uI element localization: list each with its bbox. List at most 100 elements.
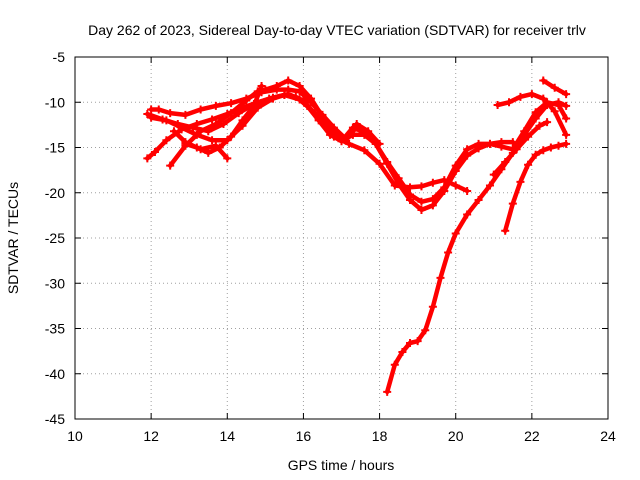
data-point-marker — [451, 229, 460, 238]
x-tick-label: 12 — [143, 428, 159, 444]
series-track-11 — [493, 90, 571, 139]
data-point-marker — [162, 116, 171, 125]
data-point-marker — [451, 161, 460, 170]
tick-marks — [74, 56, 609, 420]
data-point-marker — [242, 96, 251, 105]
data-point-marker — [516, 92, 525, 101]
x-tick-label: 14 — [219, 428, 235, 444]
data-point-marker — [531, 114, 540, 123]
data-point-marker — [474, 139, 483, 148]
data-point-marker — [375, 139, 384, 148]
data-point-marker — [284, 76, 293, 85]
data-point-marker — [169, 127, 178, 136]
data-point-marker — [497, 142, 506, 151]
data-point-marker — [539, 76, 548, 85]
data-point-marker — [227, 132, 236, 141]
data-point-marker — [554, 141, 563, 150]
data-point-marker — [440, 183, 449, 192]
data-point-marker — [360, 146, 369, 155]
x-tick-label: 24 — [600, 428, 616, 444]
data-point-marker — [307, 94, 316, 103]
data-point-marker — [489, 170, 498, 179]
data-point-marker — [428, 195, 437, 204]
data-point-marker — [562, 130, 571, 139]
data-point-marker — [147, 113, 156, 122]
y-tick-label: -10 — [45, 94, 65, 110]
data-point-marker — [181, 138, 190, 147]
x-tick-label: 10 — [67, 428, 83, 444]
data-point-marker — [211, 101, 220, 110]
data-point-marker — [501, 226, 510, 235]
data-point-marker — [189, 123, 198, 132]
y-tick-label: -5 — [53, 49, 66, 65]
data-point-marker — [501, 157, 510, 166]
data-point-marker — [398, 348, 407, 357]
data-point-marker — [546, 143, 555, 152]
series-track-10 — [489, 118, 552, 179]
data-point-marker — [485, 139, 494, 148]
data-point-marker — [196, 145, 205, 154]
data-point-marker — [143, 154, 152, 163]
data-point-marker — [463, 210, 472, 219]
data-point-marker — [512, 145, 521, 154]
series-track-12 — [539, 76, 571, 99]
data-point-marker — [208, 115, 217, 124]
data-point-marker — [550, 83, 559, 92]
series-track-9 — [501, 139, 571, 235]
data-point-marker — [451, 181, 460, 190]
data-point-marker — [227, 109, 236, 118]
data-point-marker — [436, 273, 445, 282]
data-point-marker — [147, 105, 156, 114]
data-point-marker — [341, 136, 350, 145]
data-point-marker — [406, 190, 415, 199]
chart-title: Day 262 of 2023, Sidereal Day-to-day VTE… — [88, 22, 586, 38]
x-tick-label: 18 — [372, 428, 388, 444]
data-point-marker — [413, 337, 422, 346]
data-point-marker — [562, 101, 571, 110]
data-point-marker — [516, 177, 525, 186]
data-point-marker — [234, 109, 243, 118]
y-tick-label: -40 — [45, 366, 65, 382]
data-point-marker — [485, 181, 494, 190]
data-point-marker — [352, 119, 361, 128]
x-tick-label: 16 — [296, 428, 312, 444]
data-point-marker — [383, 157, 392, 166]
data-point-marker — [211, 141, 220, 150]
data-point-marker — [329, 128, 338, 137]
data-point-marker — [493, 100, 502, 109]
data-point-marker — [428, 178, 437, 187]
x-tick-labels: 10 12 14 16 18 20 22 24 — [67, 428, 616, 444]
data-point-marker — [162, 136, 171, 145]
series-track-7 — [169, 127, 232, 163]
data-point-marker — [527, 90, 536, 99]
data-point-marker — [257, 81, 266, 90]
data-point-marker — [375, 159, 384, 168]
x-axis-label: GPS time / hours — [288, 457, 395, 473]
data-point-marker — [284, 85, 293, 94]
x-tick-label: 20 — [448, 428, 464, 444]
data-point-marker — [463, 145, 472, 154]
data-point-marker — [223, 154, 232, 163]
y-tick-label: -25 — [45, 230, 65, 246]
data-point-marker — [196, 127, 205, 136]
y-axis-label: SDTVAR / TECUs — [5, 182, 21, 294]
data-point-marker — [406, 338, 415, 347]
data-point-marker — [364, 127, 373, 136]
data-point-marker — [166, 109, 175, 118]
data-point-marker — [550, 107, 559, 116]
data-point-marker — [208, 136, 217, 145]
y-tick-label: -35 — [45, 321, 65, 337]
data-point-marker — [150, 148, 159, 157]
data-point-marker — [227, 99, 236, 108]
data-point-marker — [238, 116, 247, 125]
data-point-marker — [268, 94, 277, 103]
series-layer — [143, 76, 571, 396]
y-tick-labels: -5 -10 -15 -20 -25 -30 -35 -40 -45 — [45, 49, 65, 427]
data-point-marker — [280, 91, 289, 100]
data-point-marker — [211, 119, 220, 128]
data-point-marker — [272, 81, 281, 90]
data-point-marker — [417, 182, 426, 191]
data-point-marker — [318, 112, 327, 121]
data-point-marker — [421, 326, 430, 335]
